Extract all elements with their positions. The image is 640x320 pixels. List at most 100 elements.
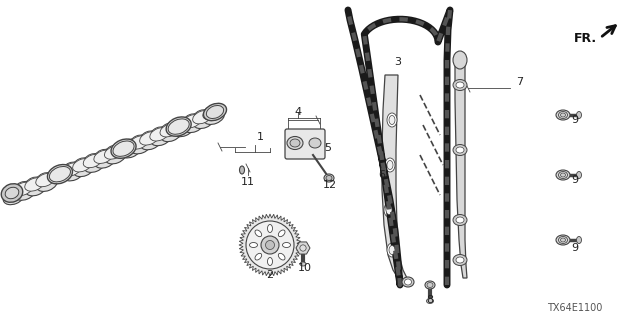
Ellipse shape — [386, 205, 392, 214]
Ellipse shape — [278, 230, 285, 237]
Ellipse shape — [104, 146, 124, 159]
Ellipse shape — [130, 139, 151, 154]
Ellipse shape — [3, 189, 24, 205]
Ellipse shape — [456, 217, 464, 223]
Ellipse shape — [173, 121, 194, 137]
Text: 4: 4 — [294, 107, 301, 117]
Ellipse shape — [559, 172, 568, 179]
Polygon shape — [296, 242, 310, 254]
Ellipse shape — [389, 245, 395, 254]
Ellipse shape — [577, 111, 582, 118]
Ellipse shape — [453, 79, 467, 91]
Ellipse shape — [172, 119, 191, 132]
Ellipse shape — [5, 187, 19, 199]
Ellipse shape — [94, 150, 113, 164]
Ellipse shape — [426, 299, 433, 303]
Ellipse shape — [561, 238, 566, 242]
Polygon shape — [382, 75, 412, 285]
Ellipse shape — [1, 184, 23, 202]
Ellipse shape — [119, 140, 138, 153]
Ellipse shape — [193, 110, 212, 124]
Ellipse shape — [389, 116, 395, 124]
Text: 8: 8 — [426, 295, 433, 305]
Ellipse shape — [266, 241, 275, 250]
Ellipse shape — [300, 245, 306, 251]
Ellipse shape — [324, 174, 334, 182]
Ellipse shape — [140, 132, 159, 145]
Ellipse shape — [255, 230, 262, 237]
Ellipse shape — [13, 181, 33, 196]
Ellipse shape — [93, 149, 113, 164]
Ellipse shape — [3, 187, 22, 200]
Ellipse shape — [140, 131, 159, 146]
Text: 3: 3 — [394, 57, 401, 67]
Ellipse shape — [183, 117, 204, 132]
Ellipse shape — [140, 134, 161, 150]
Ellipse shape — [556, 235, 570, 245]
Ellipse shape — [240, 215, 300, 275]
Ellipse shape — [204, 103, 227, 121]
Ellipse shape — [453, 214, 467, 226]
Ellipse shape — [73, 161, 94, 177]
Ellipse shape — [255, 253, 262, 260]
Ellipse shape — [72, 158, 92, 173]
Ellipse shape — [206, 106, 223, 118]
Ellipse shape — [278, 253, 285, 260]
Ellipse shape — [113, 141, 134, 156]
Ellipse shape — [25, 180, 46, 196]
Ellipse shape — [239, 166, 244, 174]
Ellipse shape — [49, 166, 70, 182]
Ellipse shape — [561, 113, 566, 117]
Ellipse shape — [559, 111, 568, 118]
Ellipse shape — [168, 119, 189, 134]
Text: 11: 11 — [241, 177, 255, 187]
Polygon shape — [239, 214, 301, 276]
Ellipse shape — [282, 243, 291, 247]
Ellipse shape — [203, 106, 222, 121]
Ellipse shape — [326, 175, 332, 180]
Ellipse shape — [166, 117, 191, 136]
Text: 5: 5 — [324, 143, 332, 153]
Ellipse shape — [119, 139, 138, 154]
Ellipse shape — [150, 130, 172, 146]
Ellipse shape — [104, 145, 124, 160]
Ellipse shape — [204, 109, 225, 124]
Ellipse shape — [261, 236, 279, 254]
Ellipse shape — [384, 203, 394, 217]
Ellipse shape — [556, 110, 570, 120]
Ellipse shape — [83, 154, 102, 169]
Text: 10: 10 — [298, 263, 312, 273]
Ellipse shape — [193, 110, 212, 124]
Ellipse shape — [250, 243, 257, 247]
Ellipse shape — [561, 173, 566, 177]
Ellipse shape — [63, 165, 84, 181]
Ellipse shape — [111, 139, 136, 158]
Ellipse shape — [559, 236, 568, 244]
Ellipse shape — [385, 158, 395, 172]
FancyBboxPatch shape — [285, 129, 325, 159]
Ellipse shape — [203, 106, 222, 120]
Text: TX64E1100: TX64E1100 — [547, 303, 603, 313]
Ellipse shape — [120, 143, 141, 158]
Ellipse shape — [150, 128, 169, 141]
Ellipse shape — [402, 277, 414, 287]
Ellipse shape — [25, 178, 44, 191]
Ellipse shape — [161, 126, 182, 142]
Ellipse shape — [172, 118, 191, 133]
Ellipse shape — [577, 172, 582, 179]
Ellipse shape — [556, 170, 570, 180]
Text: FR.: FR. — [574, 31, 597, 44]
Ellipse shape — [182, 115, 202, 128]
Ellipse shape — [160, 123, 179, 138]
Ellipse shape — [160, 124, 179, 137]
Ellipse shape — [73, 158, 92, 172]
Ellipse shape — [268, 258, 273, 266]
Text: 9: 9 — [572, 115, 579, 125]
Ellipse shape — [105, 148, 126, 164]
Ellipse shape — [13, 182, 33, 196]
Ellipse shape — [129, 135, 148, 150]
Ellipse shape — [84, 157, 105, 172]
Polygon shape — [455, 60, 467, 278]
Ellipse shape — [300, 262, 306, 266]
Text: 2: 2 — [266, 270, 273, 280]
